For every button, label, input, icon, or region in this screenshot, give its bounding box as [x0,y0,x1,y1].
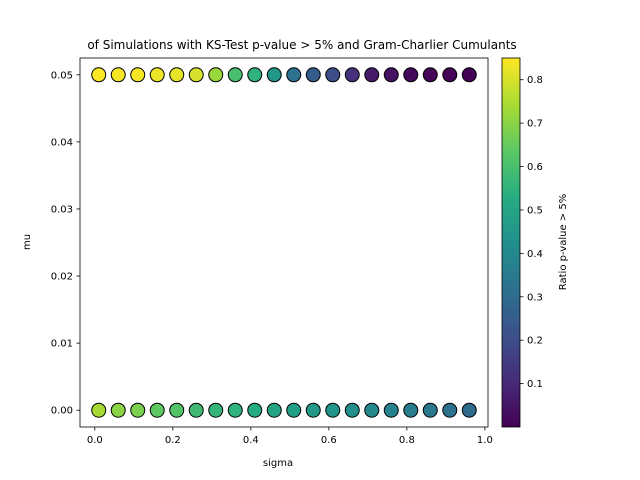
data-point [169,402,185,418]
x-tick-label: 0.6 [321,435,337,446]
x-tick-label: 1.0 [477,435,493,446]
data-point [91,402,107,418]
data-point [130,67,146,83]
data-point [247,67,263,83]
colorbar-label: Ratio p-value > 5% [558,194,569,290]
data-point [461,402,477,418]
data-point [188,402,204,418]
chart-title: of Simulations with KS-Test p-value > 5%… [87,38,516,52]
data-point [461,67,477,83]
data-point [442,67,458,83]
data-point [325,67,341,83]
y-tick-label: 0.00 [51,406,73,417]
y-tick-label: 0.01 [51,339,73,350]
data-point [266,402,282,418]
data-point [286,67,302,83]
colorbar-tick-label: 0.6 [527,162,543,173]
data-point [325,402,341,418]
data-point [110,402,126,418]
y-axis-ticks: 0.00 0.01 0.02 0.03 0.04 0.05 [51,70,80,417]
data-point [364,402,380,418]
data-point [305,67,321,83]
data-point [149,402,165,418]
x-tick-label: 0.4 [243,435,259,446]
colorbar-tick-label: 0.5 [527,205,543,216]
colorbar-tick-label: 0.2 [527,336,543,347]
data-point [383,402,399,418]
data-point [442,402,458,418]
colorbar-tick-label: 0.3 [527,292,543,303]
plot-area-frame [79,57,489,428]
data-point [305,402,321,418]
data-point [227,67,243,83]
colorbar [501,57,521,428]
y-tick-label: 0.05 [51,70,73,81]
colorbar-tick-label: 0.1 [527,379,543,390]
y-axis-label: mu [22,234,33,250]
x-axis-label: sigma [263,458,293,469]
data-point [344,67,360,83]
y-tick-label: 0.02 [51,272,73,283]
data-point [91,67,107,83]
data-point [188,67,204,83]
data-point [227,402,243,418]
data-point [422,67,438,83]
data-point [344,402,360,418]
data-point [364,67,380,83]
colorbar-tick-label: 0.7 [527,119,543,130]
data-point [403,402,419,418]
x-tick-label: 0.0 [87,435,103,446]
data-point [403,67,419,83]
x-tick-label: 0.8 [399,435,415,446]
y-tick-label: 0.03 [51,204,73,215]
colorbar-ticks: 0.1 0.2 0.3 0.4 0.5 0.6 0.7 0.8 [520,75,543,390]
data-point [208,402,224,418]
data-point [383,67,399,83]
x-axis-ticks: 0.0 0.2 0.4 0.6 0.8 1.0 [87,427,493,446]
data-point [247,402,263,418]
scatter-markers [91,67,477,418]
data-point [208,67,224,83]
data-point [266,67,282,83]
colorbar-tick-label: 0.4 [527,249,543,260]
data-point [169,67,185,83]
x-tick-label: 0.2 [165,435,181,446]
colorbar-tick-label: 0.8 [527,75,543,86]
data-point [130,402,146,418]
data-point [286,402,302,418]
data-point [110,67,126,83]
data-point [149,67,165,83]
y-tick-label: 0.04 [51,137,73,148]
data-point [422,402,438,418]
